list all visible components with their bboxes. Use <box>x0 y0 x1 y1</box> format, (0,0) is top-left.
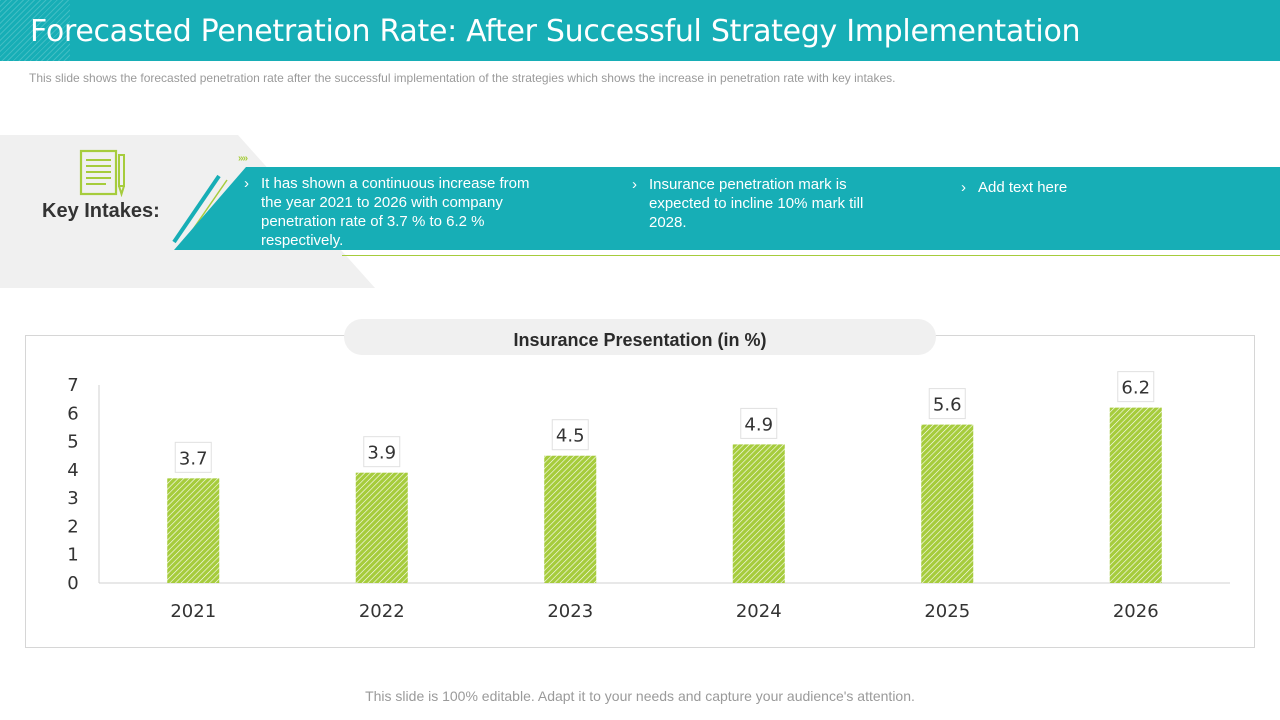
chart-title: Insurance Presentation (in %) <box>344 319 936 355</box>
bullet-marker: › <box>244 175 249 192</box>
key-intake-text: It has shown a continuous increase from … <box>261 175 530 249</box>
key-intake-text: Insurance penetration mark is expected t… <box>649 176 864 231</box>
title-bar <box>0 0 1280 61</box>
title-bar-stripes <box>0 0 70 61</box>
document-pen-icon <box>79 149 125 197</box>
footer-note: This slide is 100% editable. Adapt it to… <box>365 688 915 704</box>
page-title: Forecasted Penetration Rate: After Succe… <box>30 14 1081 49</box>
key-intake-point-2: › Insurance penetration mark is expected… <box>632 175 874 232</box>
bullet-marker: › <box>961 179 966 196</box>
key-intakes-band <box>174 167 1280 250</box>
key-intake-point-1: › It has shown a continuous increase fro… <box>244 174 531 250</box>
divider-line <box>342 255 1280 256</box>
chart-frame <box>25 335 1255 648</box>
bullet-marker: › <box>632 176 637 193</box>
key-intake-text: Add text here <box>978 179 1068 196</box>
chevron-right-icon: »» <box>238 153 248 164</box>
key-intake-point-3: › Add text here <box>961 178 1178 197</box>
key-intakes-label: Key Intakes: <box>42 200 160 222</box>
page-subtitle: This slide shows the forecasted penetrat… <box>29 71 896 85</box>
